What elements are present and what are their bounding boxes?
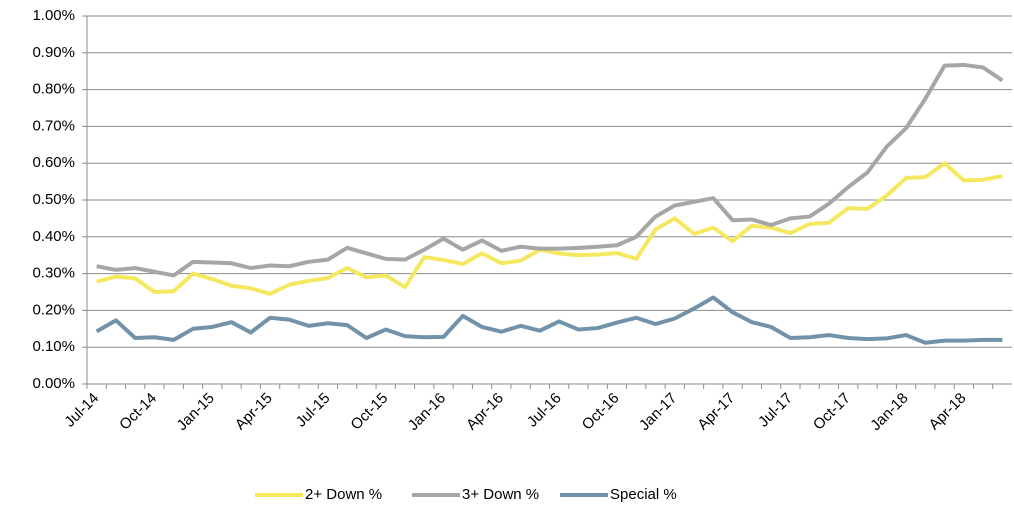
x-tick-label: Oct-17 [810, 390, 854, 434]
x-tick-label: Jan-17 [636, 390, 680, 434]
x-tick-label: Jan-16 [405, 390, 449, 434]
y-tick-label: 1.00% [32, 7, 75, 24]
legend-label: 2+ Down % [305, 486, 382, 503]
x-tick-label: Apr-17 [694, 390, 738, 434]
x-tick-label: Jan-15 [173, 390, 217, 434]
x-tick-label: Oct-16 [579, 390, 623, 434]
series-line [95, 295, 1003, 345]
y-tick-label: 0.90% [32, 44, 75, 61]
y-tick-label: 0.10% [32, 338, 75, 355]
x-tick-label: Apr-18 [926, 390, 970, 434]
y-tick-label: 0.00% [32, 375, 75, 392]
y-tick-label: 0.60% [32, 154, 75, 171]
x-tick-label: Jan-18 [867, 390, 911, 434]
y-tick-label: 0.40% [32, 228, 75, 245]
x-tick-label: Apr-15 [232, 390, 276, 434]
y-tick-label: 0.50% [32, 191, 75, 208]
x-tick-label: Jul-14 [61, 390, 102, 431]
x-tick-label: Jul-16 [524, 390, 565, 431]
x-tick-label: Oct-14 [116, 390, 160, 434]
x-tick-label: Jul-17 [755, 390, 796, 431]
x-tick-label: Oct-15 [347, 390, 391, 434]
y-tick-label: 0.70% [32, 117, 75, 134]
series-line [96, 62, 1004, 278]
y-tick-label: 0.30% [32, 265, 75, 282]
legend-label: 3+ Down % [462, 486, 539, 503]
legend-label: Special % [610, 486, 677, 503]
x-tick-label: Jul-15 [293, 390, 334, 431]
x-tick-label: Apr-16 [463, 390, 507, 434]
series-line [96, 161, 1003, 296]
y-tick-label: 0.80% [32, 81, 75, 98]
y-tick-label: 0.20% [32, 301, 75, 318]
